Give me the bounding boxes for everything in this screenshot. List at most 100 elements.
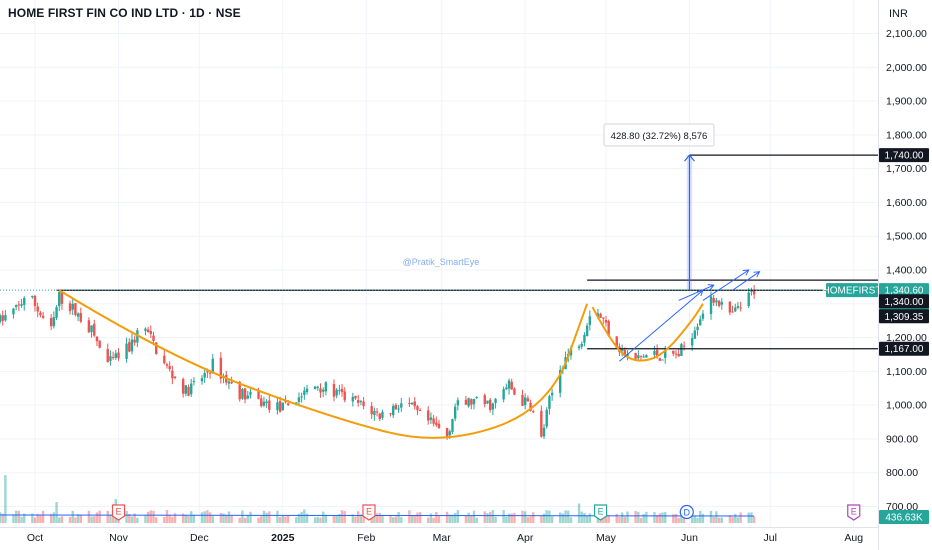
candle-body bbox=[265, 401, 268, 404]
volume-bar bbox=[728, 515, 732, 523]
grid bbox=[0, 0, 878, 527]
volume-bar bbox=[558, 512, 562, 523]
candle-body bbox=[90, 325, 93, 333]
x-tick-label: Mar bbox=[433, 532, 452, 544]
x-tick-label: Feb bbox=[357, 532, 375, 544]
candle-body bbox=[17, 304, 21, 306]
candle-body bbox=[181, 379, 185, 394]
volume-ma-line bbox=[0, 514, 755, 517]
y-tick-label: 800.00 bbox=[886, 467, 918, 479]
volume-bar bbox=[260, 516, 263, 523]
y-tick-label: 1,500.00 bbox=[886, 231, 927, 243]
earnings-marker-label: E bbox=[851, 507, 857, 517]
volume-bar bbox=[712, 516, 715, 523]
candle-body bbox=[548, 396, 551, 409]
volume-bar bbox=[505, 516, 508, 523]
price-axis-divider bbox=[878, 0, 879, 550]
volume-bar bbox=[144, 515, 147, 523]
x-tick-label: Apr bbox=[517, 532, 534, 544]
candle-body bbox=[658, 358, 662, 361]
chart-title: HOME FIRST FIN CO IND LTD · 1D · NSE bbox=[8, 6, 241, 20]
candle-body bbox=[400, 403, 403, 408]
volume-bar bbox=[1, 513, 4, 523]
candle-body bbox=[488, 399, 492, 411]
time-axis[interactable]: Oct Nov Dec 2025 Feb Mar Apr May Jun Jul Aug bbox=[27, 532, 863, 544]
y-tick-label: 1,200.00 bbox=[886, 332, 927, 344]
volume-bar bbox=[588, 513, 592, 523]
trend-arrow bbox=[619, 289, 704, 362]
volume-bar bbox=[128, 514, 131, 523]
candle-body bbox=[456, 400, 460, 406]
drawings[interactable] bbox=[0, 154, 878, 439]
y-tick-label: 1,100.00 bbox=[886, 366, 927, 378]
volume-bar bbox=[747, 512, 750, 523]
candle-body bbox=[577, 346, 581, 349]
volume-bar bbox=[12, 514, 15, 523]
volume-bar bbox=[225, 514, 228, 523]
candle-body bbox=[351, 396, 355, 402]
volume-bar bbox=[354, 516, 357, 523]
volume-bar bbox=[155, 517, 158, 523]
price-axis[interactable]: 700.00800.00900.001,000.001,100.001,200.… bbox=[886, 28, 927, 513]
dividend-marker-label: D bbox=[684, 508, 691, 518]
volume-bar bbox=[502, 510, 505, 523]
candle-body bbox=[437, 423, 441, 428]
volume-bar bbox=[709, 510, 713, 523]
cup-curve bbox=[58, 289, 589, 439]
x-tick-label: Dec bbox=[190, 532, 209, 544]
volume-bar bbox=[222, 513, 225, 523]
volume-bar bbox=[410, 515, 414, 523]
volume-bar bbox=[658, 513, 662, 523]
volume-bar bbox=[313, 517, 317, 523]
volume-bar bbox=[674, 513, 678, 523]
volume-bar bbox=[540, 515, 543, 523]
volume-value-label-box bbox=[879, 510, 929, 524]
target-level-label-box bbox=[879, 148, 929, 163]
candle-body bbox=[95, 336, 99, 342]
candle-body bbox=[278, 401, 282, 412]
volume-bar bbox=[200, 512, 204, 523]
candle-body bbox=[324, 382, 328, 392]
volume-bar bbox=[249, 511, 252, 523]
volume-bar bbox=[429, 513, 433, 523]
candle-body bbox=[257, 391, 260, 399]
volume-bar bbox=[583, 512, 586, 523]
candle-body bbox=[690, 338, 694, 346]
candle-body bbox=[133, 339, 136, 343]
volume-bar bbox=[111, 516, 115, 523]
volume-bar bbox=[227, 511, 231, 523]
candle-body bbox=[583, 334, 586, 343]
candle-body bbox=[502, 389, 505, 400]
volume-bar bbox=[375, 513, 379, 523]
candle-body bbox=[370, 406, 373, 415]
candle-body bbox=[747, 292, 750, 307]
volume-bar bbox=[620, 512, 624, 523]
symbol-tag-box bbox=[826, 283, 878, 298]
volume-bar bbox=[338, 514, 341, 523]
measure-tool[interactable]: 428.80 (32.72%) 8,576 bbox=[603, 123, 715, 147]
volume-bar bbox=[618, 516, 621, 523]
volume-bar bbox=[680, 516, 683, 523]
volume-bar bbox=[464, 515, 468, 523]
earnings-marker-label: E bbox=[598, 507, 604, 517]
candle-body bbox=[68, 303, 72, 312]
candle-body bbox=[491, 403, 495, 410]
volume-bar bbox=[351, 514, 355, 523]
volume-bar bbox=[752, 516, 756, 523]
volume-bar bbox=[230, 515, 233, 523]
candle-body bbox=[20, 304, 23, 306]
volume-bar bbox=[381, 514, 384, 523]
volume-bar bbox=[548, 510, 551, 523]
candle-body bbox=[734, 307, 737, 312]
volume-bar bbox=[278, 516, 282, 523]
volume-bar bbox=[626, 511, 629, 523]
volume-bar bbox=[305, 513, 309, 523]
volume-bar bbox=[357, 511, 360, 523]
volume-bar bbox=[389, 514, 392, 523]
volume-bar bbox=[300, 511, 303, 523]
candle-body bbox=[507, 380, 511, 389]
currency-label[interactable]: INR bbox=[889, 8, 908, 20]
volume-bar bbox=[98, 510, 101, 523]
volume-bar bbox=[90, 516, 93, 523]
